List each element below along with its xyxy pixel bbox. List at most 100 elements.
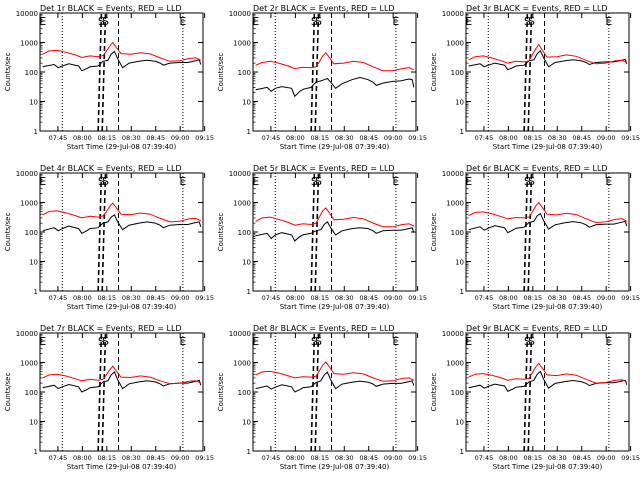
x-tick-label: 08:00 bbox=[286, 454, 305, 462]
y-tick-label: 1000 bbox=[20, 360, 38, 368]
marker-label-S: S bbox=[102, 335, 109, 348]
x-tick-label: 08:45 bbox=[146, 454, 165, 462]
plot-frame bbox=[465, 12, 630, 132]
x-axis-label: Start Time (29-Jul-08 07:39:40) bbox=[67, 143, 177, 151]
y-tick-label: 10000 bbox=[16, 170, 38, 178]
y-tick-label: 10000 bbox=[16, 330, 38, 338]
dashed-interval-line bbox=[97, 332, 103, 452]
series-events-line bbox=[468, 212, 628, 234]
series-events-line bbox=[255, 76, 415, 98]
y-axis-label: Counts/sec bbox=[430, 53, 438, 92]
x-tick-label: 09:15 bbox=[621, 294, 640, 302]
x-tick-label: 08:30 bbox=[122, 294, 141, 302]
plot-frame bbox=[252, 332, 417, 452]
x-tick-label: 08:45 bbox=[146, 134, 165, 142]
panel-title: Det 3r BLACK = Events, RED = LLD bbox=[466, 4, 608, 13]
y-tick-label: 10 bbox=[455, 419, 464, 427]
x-tick-label: 09:15 bbox=[621, 134, 640, 142]
dashed-interval-line bbox=[97, 172, 103, 292]
x-tick-label: 07:45 bbox=[49, 134, 68, 142]
x-tick-label: 08:45 bbox=[572, 294, 591, 302]
marker-label-E: E bbox=[605, 335, 612, 348]
x-tick-label: 09:15 bbox=[408, 134, 427, 142]
y-tick-label: 10 bbox=[29, 99, 38, 107]
x-tick-label: 09:15 bbox=[408, 454, 427, 462]
series-events-line bbox=[42, 214, 202, 234]
x-tick-label: 08:30 bbox=[335, 454, 354, 462]
series-lld-line bbox=[42, 365, 202, 385]
x-tick-label: 07:45 bbox=[475, 454, 494, 462]
dashed-interval-line bbox=[527, 12, 533, 132]
marker-label-S: S bbox=[315, 175, 322, 188]
x-tick-label: 09:00 bbox=[597, 134, 616, 142]
x-tick-label: 09:00 bbox=[171, 294, 190, 302]
x-tick-label: 08:00 bbox=[286, 134, 305, 142]
x-axis-label: Start Time (29-Jul-08 07:39:40) bbox=[280, 463, 390, 471]
x-tick-label: 08:45 bbox=[146, 294, 165, 302]
plot-frame bbox=[252, 172, 417, 292]
y-tick-label: 1000 bbox=[233, 360, 251, 368]
x-tick-label: 08:30 bbox=[122, 454, 141, 462]
y-tick-label: 100 bbox=[451, 389, 464, 397]
panel-title: Det 8r BLACK = Events, RED = LLD bbox=[253, 324, 395, 333]
y-axis-label: Counts/sec bbox=[430, 213, 438, 252]
y-tick-label: 10 bbox=[29, 259, 38, 267]
x-tick-label: 08:00 bbox=[286, 294, 305, 302]
marker-label-S: S bbox=[524, 15, 531, 28]
y-tick-label: 100 bbox=[238, 389, 251, 397]
plot-frame bbox=[39, 12, 204, 132]
dashed-interval-line bbox=[310, 332, 316, 452]
detector-panel-6: Det 6r BLACK = Events, RED = LLD 1 10 100 10… bbox=[430, 164, 640, 311]
y-tick-label: 10 bbox=[242, 259, 251, 267]
marker-label-E: E bbox=[392, 175, 399, 188]
detector-panel-4: Det 4r BLACK = Events, RED = LLD 1 10 100 10… bbox=[4, 164, 214, 311]
x-tick-label: 08:00 bbox=[499, 294, 518, 302]
x-tick-label: 08:00 bbox=[73, 294, 92, 302]
panel-title: Det 2r BLACK = Events, RED = LLD bbox=[253, 4, 395, 13]
detector-panel-9: Det 9r BLACK = Events, RED = LLD 1 10 100 10… bbox=[430, 324, 640, 471]
dashed-interval-line bbox=[523, 12, 529, 132]
y-tick-label: 1 bbox=[460, 128, 464, 136]
detector-panel-8: Det 8r BLACK = Events, RED = LLD 1 10 100 10… bbox=[217, 324, 427, 471]
x-tick-label: 09:00 bbox=[384, 134, 403, 142]
dashed-interval-line bbox=[527, 332, 533, 452]
y-tick-label: 10000 bbox=[16, 10, 38, 18]
x-tick-label: 09:00 bbox=[597, 294, 616, 302]
marker-label-E: E bbox=[392, 15, 399, 28]
dashed-interval-line bbox=[101, 172, 107, 292]
detector-panel-3: Det 3r BLACK = Events, RED = LLD 1 10 100 10… bbox=[430, 4, 640, 151]
y-tick-label: 10000 bbox=[442, 10, 464, 18]
dashed-interval-line bbox=[523, 172, 529, 292]
marker-label-E: E bbox=[605, 15, 612, 28]
y-axis-label: Counts/sec bbox=[217, 373, 225, 412]
x-tick-label: 08:30 bbox=[548, 294, 567, 302]
x-tick-label: 08:45 bbox=[359, 454, 378, 462]
y-tick-label: 10 bbox=[455, 99, 464, 107]
x-axis-label: Start Time (29-Jul-08 07:39:40) bbox=[67, 303, 177, 311]
y-tick-label: 10000 bbox=[442, 330, 464, 338]
x-tick-label: 08:45 bbox=[359, 294, 378, 302]
x-tick-label: 07:45 bbox=[262, 134, 281, 142]
x-tick-label: 09:00 bbox=[384, 294, 403, 302]
series-events-line bbox=[42, 371, 202, 393]
x-axis-label: Start Time (29-Jul-08 07:39:40) bbox=[493, 303, 603, 311]
x-tick-label: 07:45 bbox=[475, 294, 494, 302]
y-tick-label: 10 bbox=[455, 259, 464, 267]
series-events-line bbox=[42, 50, 202, 72]
marker-label-S: S bbox=[311, 15, 318, 28]
y-tick-label: 1 bbox=[247, 448, 251, 456]
y-tick-label: 1 bbox=[460, 448, 464, 456]
marker-label-E: E bbox=[39, 175, 46, 188]
y-tick-label: 10000 bbox=[442, 170, 464, 178]
marker-label-E: E bbox=[605, 175, 612, 188]
x-tick-label: 08:30 bbox=[548, 454, 567, 462]
x-tick-label: 08:30 bbox=[122, 134, 141, 142]
dashed-interval-line bbox=[310, 12, 316, 132]
x-tick-label: 08:15 bbox=[523, 454, 542, 462]
y-tick-label: 1 bbox=[34, 288, 38, 296]
panel-title: Det 7r BLACK = Events, RED = LLD bbox=[40, 324, 182, 333]
marker-label-E: E bbox=[179, 15, 186, 28]
x-tick-label: 08:15 bbox=[523, 294, 542, 302]
marker-label-S: S bbox=[528, 335, 535, 348]
marker-label-S: S bbox=[98, 15, 105, 28]
